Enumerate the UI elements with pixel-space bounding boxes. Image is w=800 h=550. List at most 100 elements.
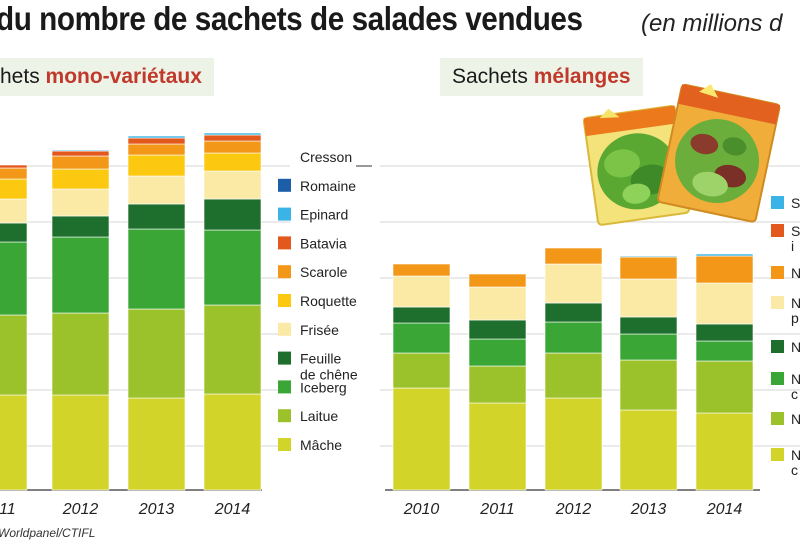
bar-segment [51, 155, 110, 170]
bar-segment [468, 402, 527, 491]
bar-segment [392, 275, 451, 308]
bar-segment [695, 282, 754, 325]
bar-segment [127, 135, 186, 139]
mono-x-tick-label: 2013 [138, 501, 175, 518]
source-note: Worldpanel/CTIFL [0, 526, 96, 540]
salad-bags-illustration [582, 83, 781, 226]
bar-segment [468, 286, 527, 321]
legend-label: Mâche [300, 437, 342, 453]
bar-segment [51, 168, 110, 190]
bar-segment [619, 278, 678, 318]
mix-legend-label: c [791, 462, 798, 478]
bar-segment [695, 412, 754, 491]
mix-x-tick-label: 2014 [706, 501, 743, 518]
mix-legend-swatch [771, 448, 784, 461]
legend-swatch [278, 351, 291, 365]
mix-x-tick-label: 2012 [555, 501, 592, 518]
legend-label: Roquette [300, 293, 357, 309]
bar-segment [468, 273, 527, 288]
bar-segment [51, 394, 110, 491]
mix-legend-label: p [791, 310, 799, 326]
bar-segment [619, 256, 678, 280]
bar-segment [203, 393, 262, 491]
bar-segment [203, 198, 262, 231]
bar-segment [544, 302, 603, 323]
bar-segment [619, 409, 678, 491]
mix-legend-label: N [791, 411, 800, 427]
legend-label: de chêne [300, 367, 358, 383]
mono-x-tick-label: 2014 [214, 501, 251, 518]
bar-segment [619, 255, 678, 258]
bar-segment [127, 203, 186, 230]
legend-label: Romaine [300, 178, 356, 194]
mix-x-tick-label: 2010 [403, 501, 440, 518]
mix-legend-label: S [791, 195, 800, 211]
mix-legend-swatch [771, 196, 784, 209]
mix-label-prefix: Sachets [452, 65, 534, 88]
mix-legend-label: c [791, 386, 798, 402]
mix-legend-label: i [791, 238, 794, 254]
bar-segment [203, 132, 262, 136]
legend-label: Cresson [300, 149, 352, 165]
bar-segment [127, 397, 186, 491]
bar-segment [544, 247, 603, 265]
bar-segment [51, 215, 110, 238]
bar-segment [544, 263, 603, 304]
legend-label: Batavia [300, 235, 347, 251]
mix-legend-label: N [791, 339, 800, 355]
bar-segment [0, 241, 28, 316]
mix-legend-swatch [771, 372, 784, 385]
bar-segment [392, 322, 451, 354]
chart-title-area: du nombre de sachets de salades vendues … [0, 0, 782, 38]
bar-segment [51, 236, 110, 314]
legend-label: Laitue [300, 408, 338, 424]
bar-segment [127, 308, 186, 399]
mix-section-label: Sachets mélanges [440, 58, 643, 96]
bar-segment [544, 321, 603, 354]
legend-label: Epinard [300, 207, 348, 223]
mono-section-label: hets mono-variétaux [0, 58, 214, 96]
bar-segment [203, 170, 262, 200]
bar-segment [619, 333, 678, 361]
legend-swatch [278, 380, 291, 394]
legend-swatch [278, 322, 291, 336]
bar-segment [544, 397, 603, 491]
bar-segment [695, 253, 754, 257]
mono-label-prefix: hets [0, 65, 46, 88]
legend-label: Scarole [300, 264, 348, 280]
salad-bag-front [657, 83, 781, 223]
mono-x-tick-label: 2012 [62, 501, 99, 518]
mono-label-accent: mono-variétaux [45, 65, 202, 88]
bar-segment [51, 149, 110, 152]
bar-segment [0, 178, 28, 200]
legend-swatch [278, 409, 291, 423]
bar-segment [695, 360, 754, 414]
bar-segment [0, 222, 28, 243]
bar-segment [127, 137, 186, 145]
mix-legend-label: N [791, 447, 800, 463]
bar-segment [203, 304, 262, 395]
legend-swatch [278, 294, 291, 307]
bar-segment [695, 340, 754, 362]
legend-label: Iceberg [300, 379, 347, 395]
mix-legend-swatch [771, 412, 784, 425]
bar-segment [0, 394, 28, 491]
bar-segment [203, 229, 262, 306]
bar-segment [127, 154, 186, 177]
legend-label: Frisée [300, 322, 339, 338]
bar-segment [0, 314, 28, 396]
chart-title: du nombre de sachets de salades vendues [0, 0, 583, 37]
bar-segment [0, 164, 28, 169]
mix-legend-swatch [771, 266, 784, 279]
mix-x-tick-label: 2013 [630, 501, 667, 518]
bar-segment [203, 140, 262, 154]
bar-segment [695, 323, 754, 342]
mono-x-tick-label: 2011 [0, 501, 16, 518]
legend-label: Feuille [300, 351, 341, 367]
bar-segment [127, 175, 186, 205]
mix-legend-swatch [771, 340, 784, 353]
chart-unit: (en millions d [641, 10, 783, 37]
mix-legend-label: S [791, 223, 800, 239]
mix-x-tick-label: 2011 [479, 501, 514, 518]
